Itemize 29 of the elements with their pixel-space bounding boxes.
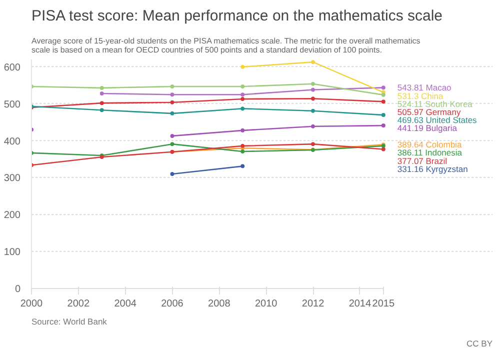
text: 331.16 Kyrgyzstan xyxy=(397,164,468,174)
x-tick-label: 2000 xyxy=(20,298,44,310)
text: 377.07 Brazil xyxy=(397,156,448,166)
text: 531.3 China xyxy=(397,90,444,101)
x-tick-label: 2006 xyxy=(161,298,184,310)
x-tick-label: 2002 xyxy=(67,298,90,310)
y-tick-label: 0 xyxy=(14,284,21,295)
y-tick-label: 100 xyxy=(4,247,21,258)
text: 524.11 South Korea xyxy=(397,98,472,109)
x-tick-label: 2004 xyxy=(114,298,137,310)
x-tick-label: 2012 xyxy=(302,298,325,310)
text: 389.64 Colombia xyxy=(397,140,462,150)
x-tick-label: 2015 xyxy=(372,298,395,310)
y-tick-label: 600 xyxy=(4,62,21,74)
text: 386.11 Indonesia xyxy=(397,148,462,158)
y-tick-label: 400 xyxy=(4,136,21,148)
x-tick-label: 2010 xyxy=(254,298,278,310)
chart-subtitle: Average score of 15-year-old students on the PISA mathematics scale. The metric for the overall mathematics scale is based on a mean for OECD countries of 500 points and a standard deviation of 100 points. xyxy=(32,36,420,54)
chart-title: PISA test score: Mean performance on the mathematics scale xyxy=(32,8,443,24)
y-tick-label: 500 xyxy=(4,99,21,110)
text: CC BY xyxy=(466,338,493,348)
text: 543.81 Macao xyxy=(397,82,452,93)
y-tick-label: 200 xyxy=(4,210,21,222)
source-note: Source: World Bank xyxy=(32,316,108,326)
text: 505.97 Germany xyxy=(397,106,461,117)
x-tick-label: 2008 xyxy=(208,298,231,310)
x-tick-label: 2014 xyxy=(348,298,372,310)
text: 441.19 Bulgaria xyxy=(397,123,457,134)
y-tick-label: 300 xyxy=(4,173,21,184)
